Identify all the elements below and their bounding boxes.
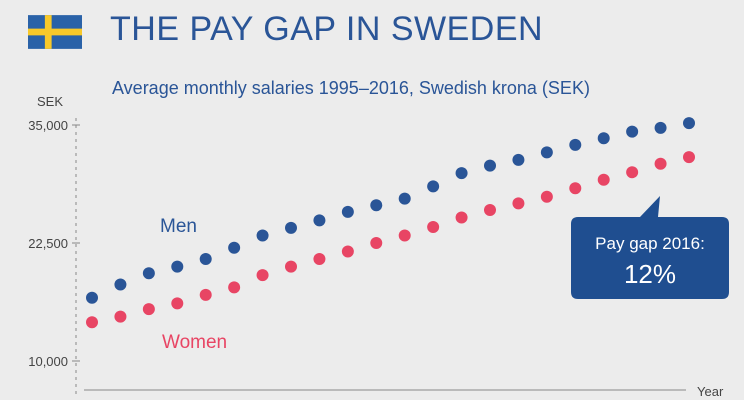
women-data-point <box>540 190 553 203</box>
men-data-point <box>341 205 354 218</box>
men-data-point <box>142 267 155 280</box>
page-title: THE PAY GAP IN SWEDEN <box>110 10 544 48</box>
men-data-point <box>313 214 326 227</box>
sweden-flag-icon <box>28 15 82 49</box>
men-data-point <box>683 117 695 130</box>
women-data-point <box>398 229 411 242</box>
men-data-point <box>540 146 553 159</box>
women-data-point <box>228 281 241 294</box>
men-data-point <box>370 199 383 212</box>
women-data-point <box>427 220 440 233</box>
men-data-point <box>427 180 440 193</box>
women-data-point <box>199 288 212 301</box>
men-data-point <box>114 278 127 291</box>
women-data-point <box>256 269 269 282</box>
women-series-label: Women <box>162 332 227 353</box>
women-data-point <box>370 237 383 249</box>
callout-line1: Pay gap 2016: <box>595 234 705 253</box>
women-data-point <box>512 197 525 210</box>
women-data-point <box>171 297 184 310</box>
y-tick-label: 22,500 <box>28 236 68 251</box>
women-data-point <box>569 182 582 195</box>
men-data-point <box>626 125 639 138</box>
x-axis-label: Year <box>697 384 724 399</box>
men-series-label: Men <box>160 216 197 237</box>
men-data-point <box>256 229 269 242</box>
men-data-point <box>228 241 241 254</box>
women-data-point <box>285 260 297 273</box>
series-labels: Men Women <box>160 216 227 353</box>
callout-bubble <box>571 196 729 299</box>
women-data-point <box>597 173 610 186</box>
women-data-point <box>341 245 354 258</box>
men-data-point <box>484 159 496 172</box>
women-data-point <box>86 316 98 329</box>
chart-axes: SEK Year 10,000 22,500 35,000 <box>28 94 724 399</box>
women-data-point <box>484 203 496 216</box>
flag-cross-horizontal <box>28 28 82 36</box>
men-data-point <box>199 253 212 266</box>
women-data-point <box>455 211 468 224</box>
men-data-point <box>398 192 411 205</box>
men-data-point <box>285 221 297 234</box>
men-data-point <box>512 153 525 166</box>
women-data-point <box>683 151 695 164</box>
y-tick-label: 10,000 <box>28 354 68 369</box>
women-data-point <box>654 157 667 170</box>
men-series <box>86 117 695 304</box>
pay-gap-callout: Pay gap 2016: 12% <box>571 196 729 299</box>
men-data-point <box>654 121 667 134</box>
men-data-point <box>86 291 98 304</box>
women-data-point <box>114 310 127 323</box>
women-data-point <box>313 253 326 266</box>
y-tick-label: 35,000 <box>28 118 68 133</box>
men-data-point <box>455 167 468 180</box>
y-axis-unit: SEK <box>37 94 63 109</box>
men-data-point <box>597 132 610 145</box>
women-series <box>86 151 695 329</box>
chart-subtitle: Average monthly salaries 1995–2016, Swed… <box>112 78 590 98</box>
men-data-point <box>171 260 184 273</box>
women-data-point <box>626 166 639 179</box>
women-data-point <box>142 303 155 316</box>
callout-line2: 12% <box>624 259 676 289</box>
men-data-point <box>569 138 582 151</box>
